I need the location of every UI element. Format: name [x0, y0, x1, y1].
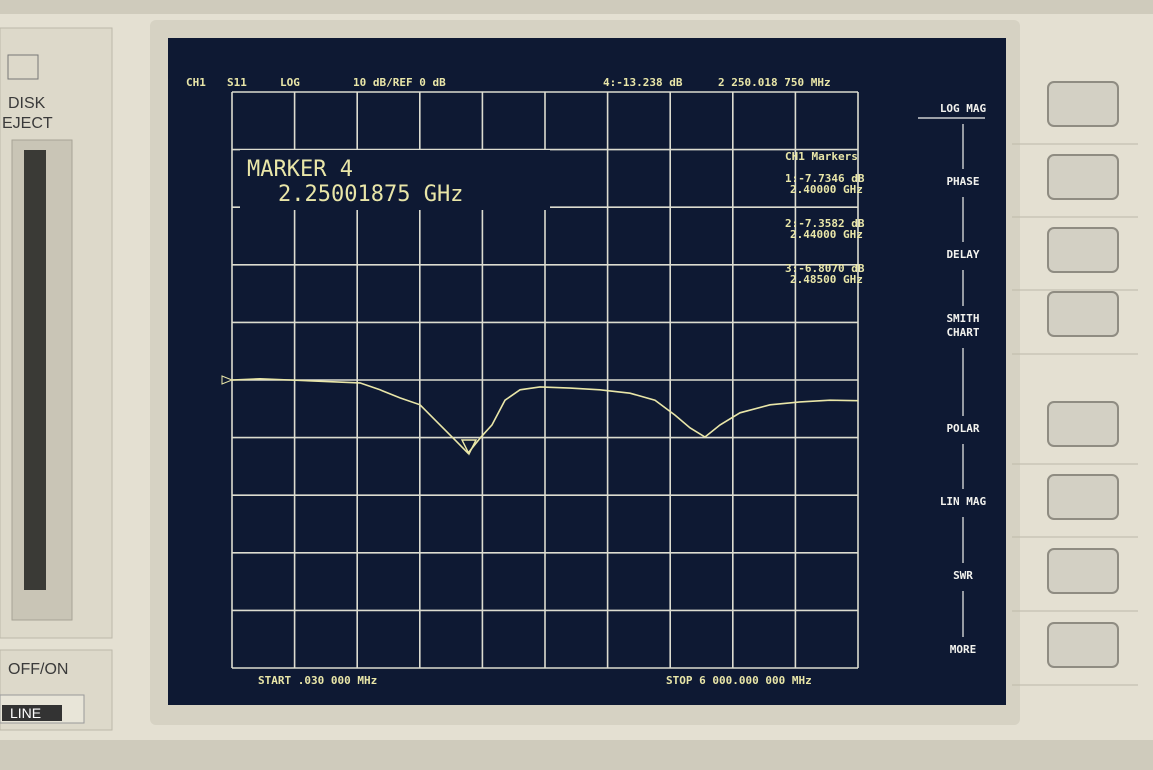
softkey-button[interactable] — [1047, 154, 1119, 200]
marker-value: 2:-7.3582 dB — [785, 217, 865, 230]
screen — [168, 38, 1006, 705]
parameter: S11 — [227, 76, 247, 89]
scale: 10 dB/REF 0 dB — [353, 76, 446, 89]
marker-value: 1:-7.7346 dB — [785, 172, 865, 185]
channel: CH1 — [186, 76, 206, 89]
format: LOG — [280, 76, 300, 89]
marker-list-title: CH1 Markers — [785, 150, 858, 163]
bezel-edge — [0, 740, 1153, 770]
softkey-label: MORE — [950, 643, 977, 656]
disk-slot-opening — [24, 150, 46, 590]
stop-frequency: STOP 6 000.000 000 MHz — [666, 674, 812, 687]
softkey-label: SMITH — [946, 312, 979, 325]
disk-label: DISK — [8, 95, 46, 112]
marker-readout-title: MARKER 4 — [247, 157, 353, 182]
softkey-label: CHART — [946, 326, 979, 339]
readout-bg — [240, 150, 550, 210]
line-badge — [2, 705, 62, 721]
softkey-button[interactable] — [1047, 227, 1119, 273]
line-label: LINE — [10, 705, 41, 721]
marker-frequency: 2.48500 GHz — [790, 273, 863, 286]
marker-frequency: 2.44000 GHz — [790, 228, 863, 241]
softkey-button[interactable] — [1047, 474, 1119, 520]
softkey-buttons — [1012, 81, 1138, 686]
active-marker-frequency: 2 250.018 750 MHz — [718, 76, 831, 89]
softkey-button[interactable] — [1047, 81, 1119, 127]
softkey-button[interactable] — [1047, 622, 1119, 668]
softkey-label: POLAR — [946, 422, 979, 435]
softkey-button[interactable] — [1047, 548, 1119, 594]
softkey-label: PHASE — [946, 175, 979, 188]
bezel-edge — [0, 0, 1153, 14]
softkey-label: LOG MAG — [940, 102, 987, 115]
softkey-label: DELAY — [946, 248, 979, 261]
softkey-button[interactable] — [1047, 401, 1119, 447]
power-label: OFF/ON — [8, 661, 68, 678]
reference-arrow — [221, 375, 234, 385]
marker-frequency: 2.40000 GHz — [790, 183, 863, 196]
disk-icon — [7, 54, 39, 80]
softkey-label: SWR — [953, 569, 973, 582]
marker-symbol — [460, 439, 478, 456]
marker-value: 3:-6.8070 dB — [785, 262, 865, 275]
start-frequency: START .030 000 MHz — [258, 674, 377, 687]
trace — [231, 377, 859, 455]
active-marker-value: 4:-13.238 dB — [603, 76, 683, 89]
eject-label: EJECT — [2, 115, 53, 132]
marker-list: 1:-7.7346 dB2.40000 GHz 2:-7.3582 dB2.440… — [785, 172, 865, 286]
marker-readout-frequency: 2.25001875 GHz — [278, 182, 463, 207]
softkey-button[interactable] — [1047, 291, 1119, 337]
softkey-label: LIN MAG — [940, 495, 987, 508]
